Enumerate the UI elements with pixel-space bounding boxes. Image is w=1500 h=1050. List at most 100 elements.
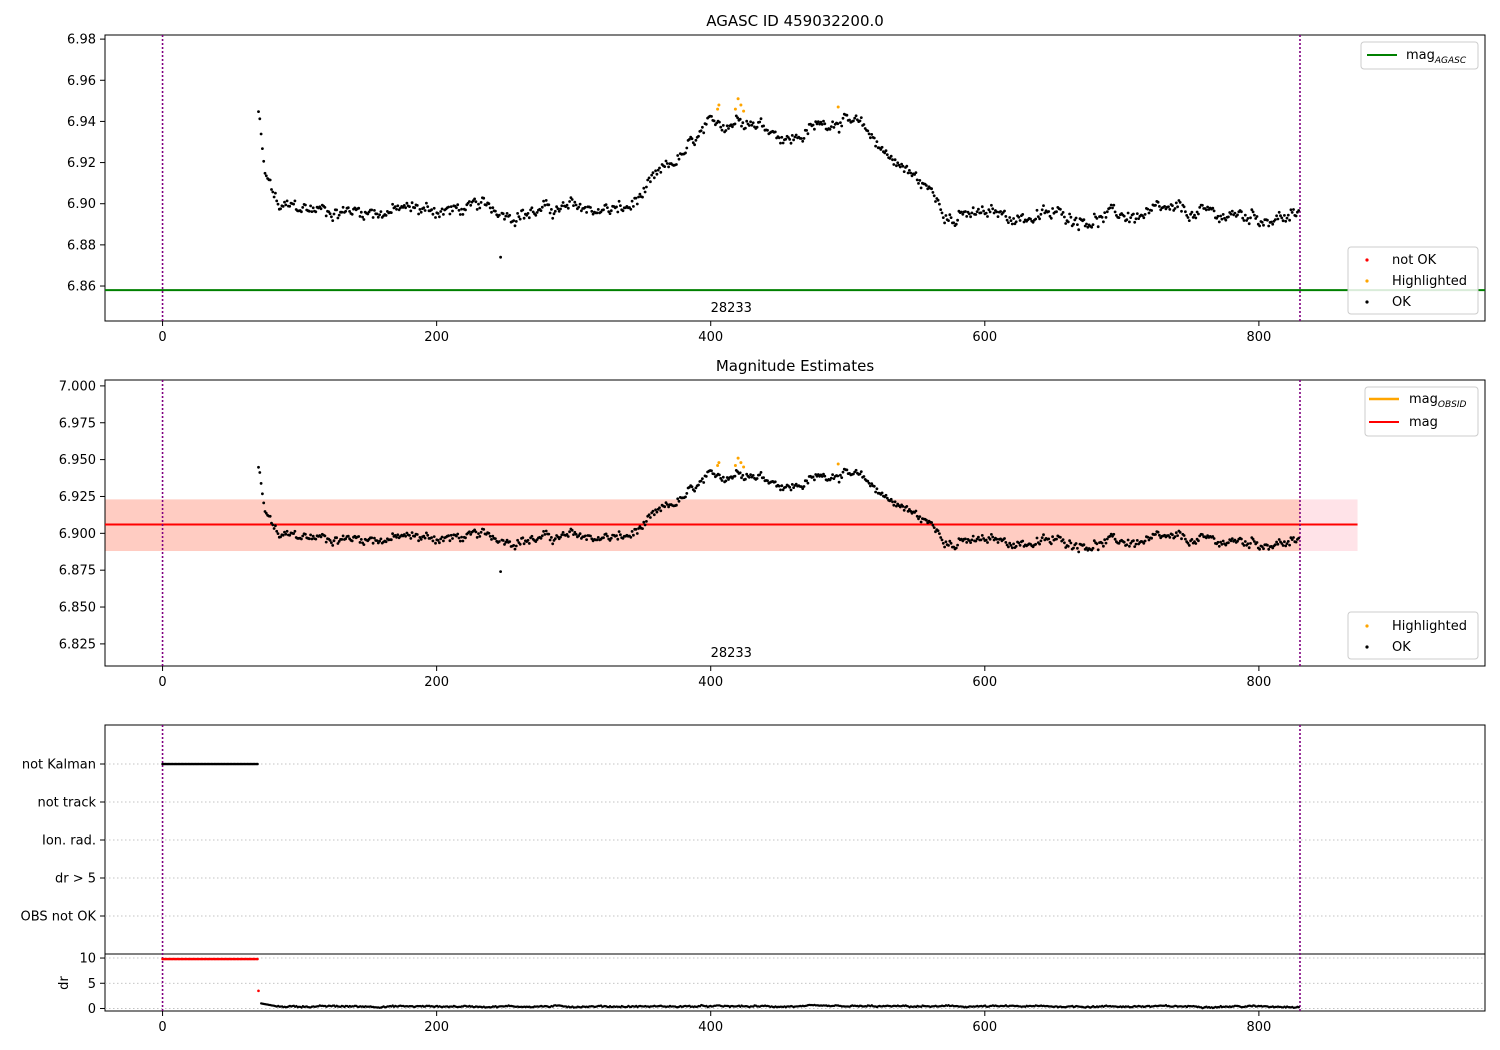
data-point xyxy=(738,117,742,121)
data-point xyxy=(473,197,476,201)
data-point xyxy=(1008,541,1012,545)
data-point xyxy=(1240,210,1243,214)
data-point xyxy=(508,540,512,543)
data-point xyxy=(350,539,354,543)
data-point xyxy=(560,533,564,537)
data-point xyxy=(719,125,723,129)
data-point xyxy=(1077,550,1081,554)
data-point xyxy=(301,534,305,538)
data-point xyxy=(939,208,943,212)
data-point xyxy=(710,115,713,118)
data-point xyxy=(544,199,548,202)
data-point xyxy=(1092,539,1096,543)
data-point xyxy=(710,469,713,473)
data-point xyxy=(357,535,361,538)
data-point xyxy=(1039,539,1043,543)
data-point xyxy=(961,212,965,216)
data-point xyxy=(634,527,638,531)
data-point xyxy=(328,212,332,216)
data-point xyxy=(264,511,268,515)
data-point xyxy=(659,170,663,174)
data-point xyxy=(939,536,943,539)
data-point xyxy=(759,117,763,121)
data-point xyxy=(1039,212,1043,216)
data-point xyxy=(1167,205,1170,209)
data-point xyxy=(1220,217,1224,221)
data-point xyxy=(964,537,967,541)
data-point xyxy=(344,209,348,213)
data-point xyxy=(1255,541,1259,544)
y-tick-label: 6.925 xyxy=(59,490,96,505)
data-point xyxy=(970,211,974,215)
data-point xyxy=(573,530,577,534)
data-point xyxy=(975,210,979,214)
data-point xyxy=(548,211,552,215)
data-point xyxy=(815,122,819,126)
panel2-frame xyxy=(104,379,1486,667)
data-point xyxy=(652,513,656,517)
data-point xyxy=(1201,203,1204,207)
data-point xyxy=(468,530,471,534)
data-point xyxy=(1190,210,1194,214)
data-point xyxy=(1068,539,1071,543)
data-point xyxy=(490,538,493,541)
data-point xyxy=(720,128,724,132)
data-point xyxy=(1128,544,1131,548)
data-point xyxy=(866,129,870,133)
data-point xyxy=(688,138,691,141)
data-point xyxy=(1281,544,1285,547)
data-point xyxy=(1283,214,1286,217)
data-point xyxy=(527,216,531,220)
data-point xyxy=(378,213,381,217)
data-point xyxy=(725,124,729,128)
x-tick-label: 0 xyxy=(158,675,166,690)
data-point xyxy=(458,213,462,216)
data-point xyxy=(917,182,920,185)
data-point xyxy=(477,532,480,535)
data-point xyxy=(431,212,435,216)
data-point xyxy=(1290,211,1294,214)
data-point xyxy=(330,541,333,545)
data-point xyxy=(402,204,406,207)
flag-label: dr > 5 xyxy=(55,872,96,887)
data-point xyxy=(449,533,453,537)
data-point xyxy=(425,531,428,535)
data-point xyxy=(1204,536,1208,540)
data-point xyxy=(522,542,526,546)
data-point xyxy=(898,165,902,169)
data-point xyxy=(638,192,642,196)
data-point xyxy=(1066,544,1070,548)
data-point xyxy=(1009,544,1013,547)
data-point xyxy=(1014,544,1018,548)
data-point xyxy=(645,185,648,189)
data-point xyxy=(1038,217,1041,221)
data-point xyxy=(1134,542,1138,546)
data-point xyxy=(1072,222,1075,226)
data-point xyxy=(285,529,289,533)
x-tick-label: 0 xyxy=(158,1020,166,1035)
data-point xyxy=(1168,208,1172,211)
data-point xyxy=(1180,209,1183,213)
data-point xyxy=(1077,228,1081,232)
data-point xyxy=(1085,222,1088,226)
data-point xyxy=(615,205,618,209)
data-point xyxy=(391,202,394,206)
data-point xyxy=(513,547,517,551)
data-point xyxy=(359,538,363,541)
data-point xyxy=(1095,542,1099,546)
data-point xyxy=(276,202,280,206)
data-point xyxy=(337,213,341,217)
data-point xyxy=(1117,216,1121,220)
flag-label: OBS not OK xyxy=(21,910,97,925)
data-point xyxy=(1187,219,1191,223)
data-point xyxy=(934,530,937,534)
data-point xyxy=(875,487,879,491)
data-point xyxy=(986,541,989,544)
data-point xyxy=(413,206,417,210)
data-point xyxy=(1286,213,1290,217)
data-point xyxy=(1176,205,1179,209)
data-point xyxy=(1243,213,1247,217)
data-point xyxy=(1294,540,1298,544)
data-point xyxy=(632,533,635,537)
data-point xyxy=(965,215,969,218)
